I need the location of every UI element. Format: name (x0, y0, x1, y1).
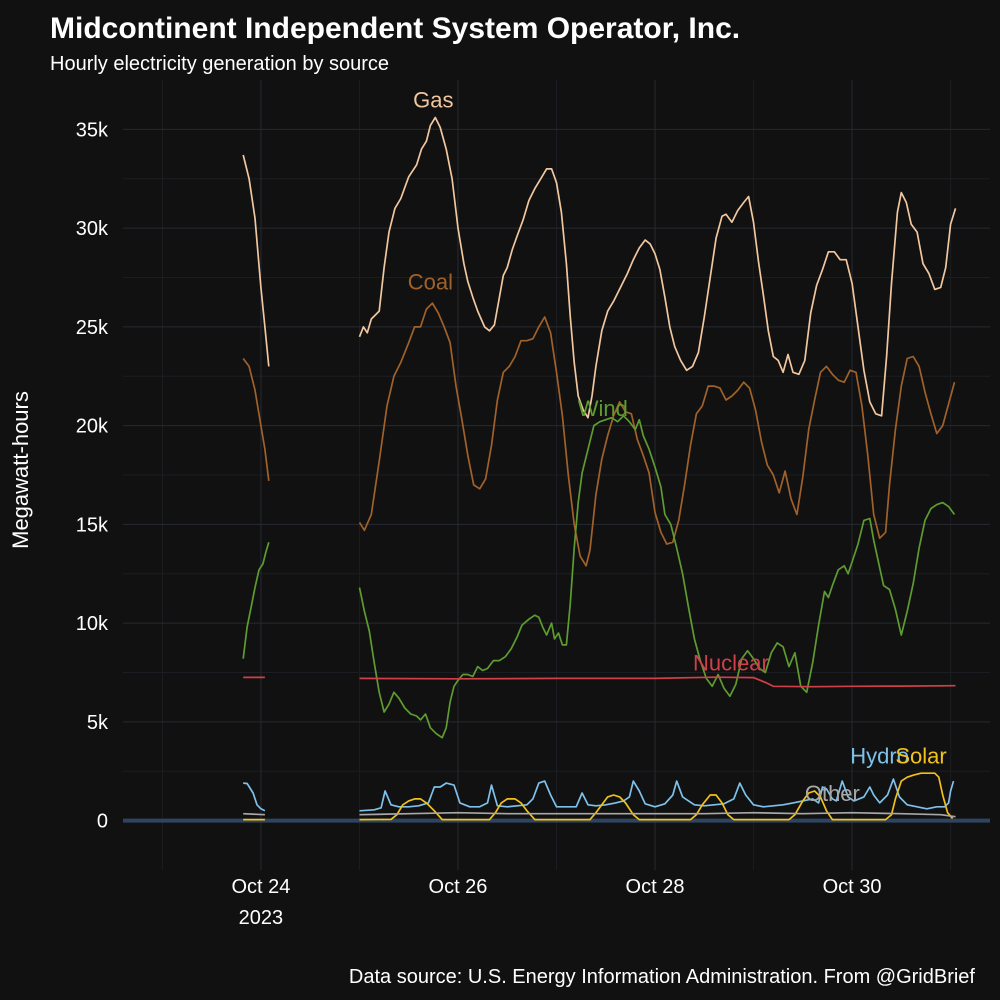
y-axis-label: Megawatt-hours (8, 391, 33, 549)
x-tick-label: Oct 28 (626, 876, 685, 898)
series-line-wind (242, 414, 956, 739)
series-label-gas: Gas (413, 88, 453, 113)
y-tick-label: 25k (76, 317, 109, 339)
series-line-other (243, 811, 956, 818)
chart-title: Midcontinent Independent System Operator… (50, 12, 740, 45)
y-tick-label: 35k (76, 119, 109, 141)
series-label-coal: Coal (408, 269, 453, 294)
y-axis: 0 5k 10k 15k 20k 25k 30k 35k (76, 119, 109, 832)
series-line-solar (243, 772, 954, 821)
data-source-caption: Data source: U.S. Energy Information Adm… (349, 966, 976, 988)
x-tick-year-label: 2023 (239, 907, 284, 929)
series-line-gas (242, 116, 957, 419)
y-tick-label: 15k (76, 514, 109, 536)
series-label-solar: Solar (895, 743, 946, 768)
series-label-nuclear: Nuclear (693, 651, 769, 676)
series-label-wind: Wind (578, 396, 628, 421)
x-tick-label: Oct 24 (231, 876, 290, 898)
series-label-other: Other (805, 781, 860, 806)
series-line-coal (242, 302, 956, 567)
y-tick-label: 30k (76, 218, 109, 240)
y-tick-label: 0 (97, 811, 108, 833)
series-lines (242, 116, 957, 821)
series-label-hydro: Hydro (850, 743, 909, 768)
x-tick-label: Oct 26 (429, 876, 488, 898)
y-tick-label: 20k (76, 416, 109, 438)
series-line-nuclear (243, 676, 956, 688)
x-tick-label: Oct 30 (823, 876, 882, 898)
y-tick-label: 5k (87, 712, 109, 734)
series-line-hydro (243, 778, 955, 812)
y-tick-label: 10k (76, 613, 109, 635)
chart-subtitle: Hourly electricity generation by source (50, 53, 389, 75)
x-axis: Oct 24 2023 Oct 26 Oct 28 Oct 30 (231, 876, 881, 929)
